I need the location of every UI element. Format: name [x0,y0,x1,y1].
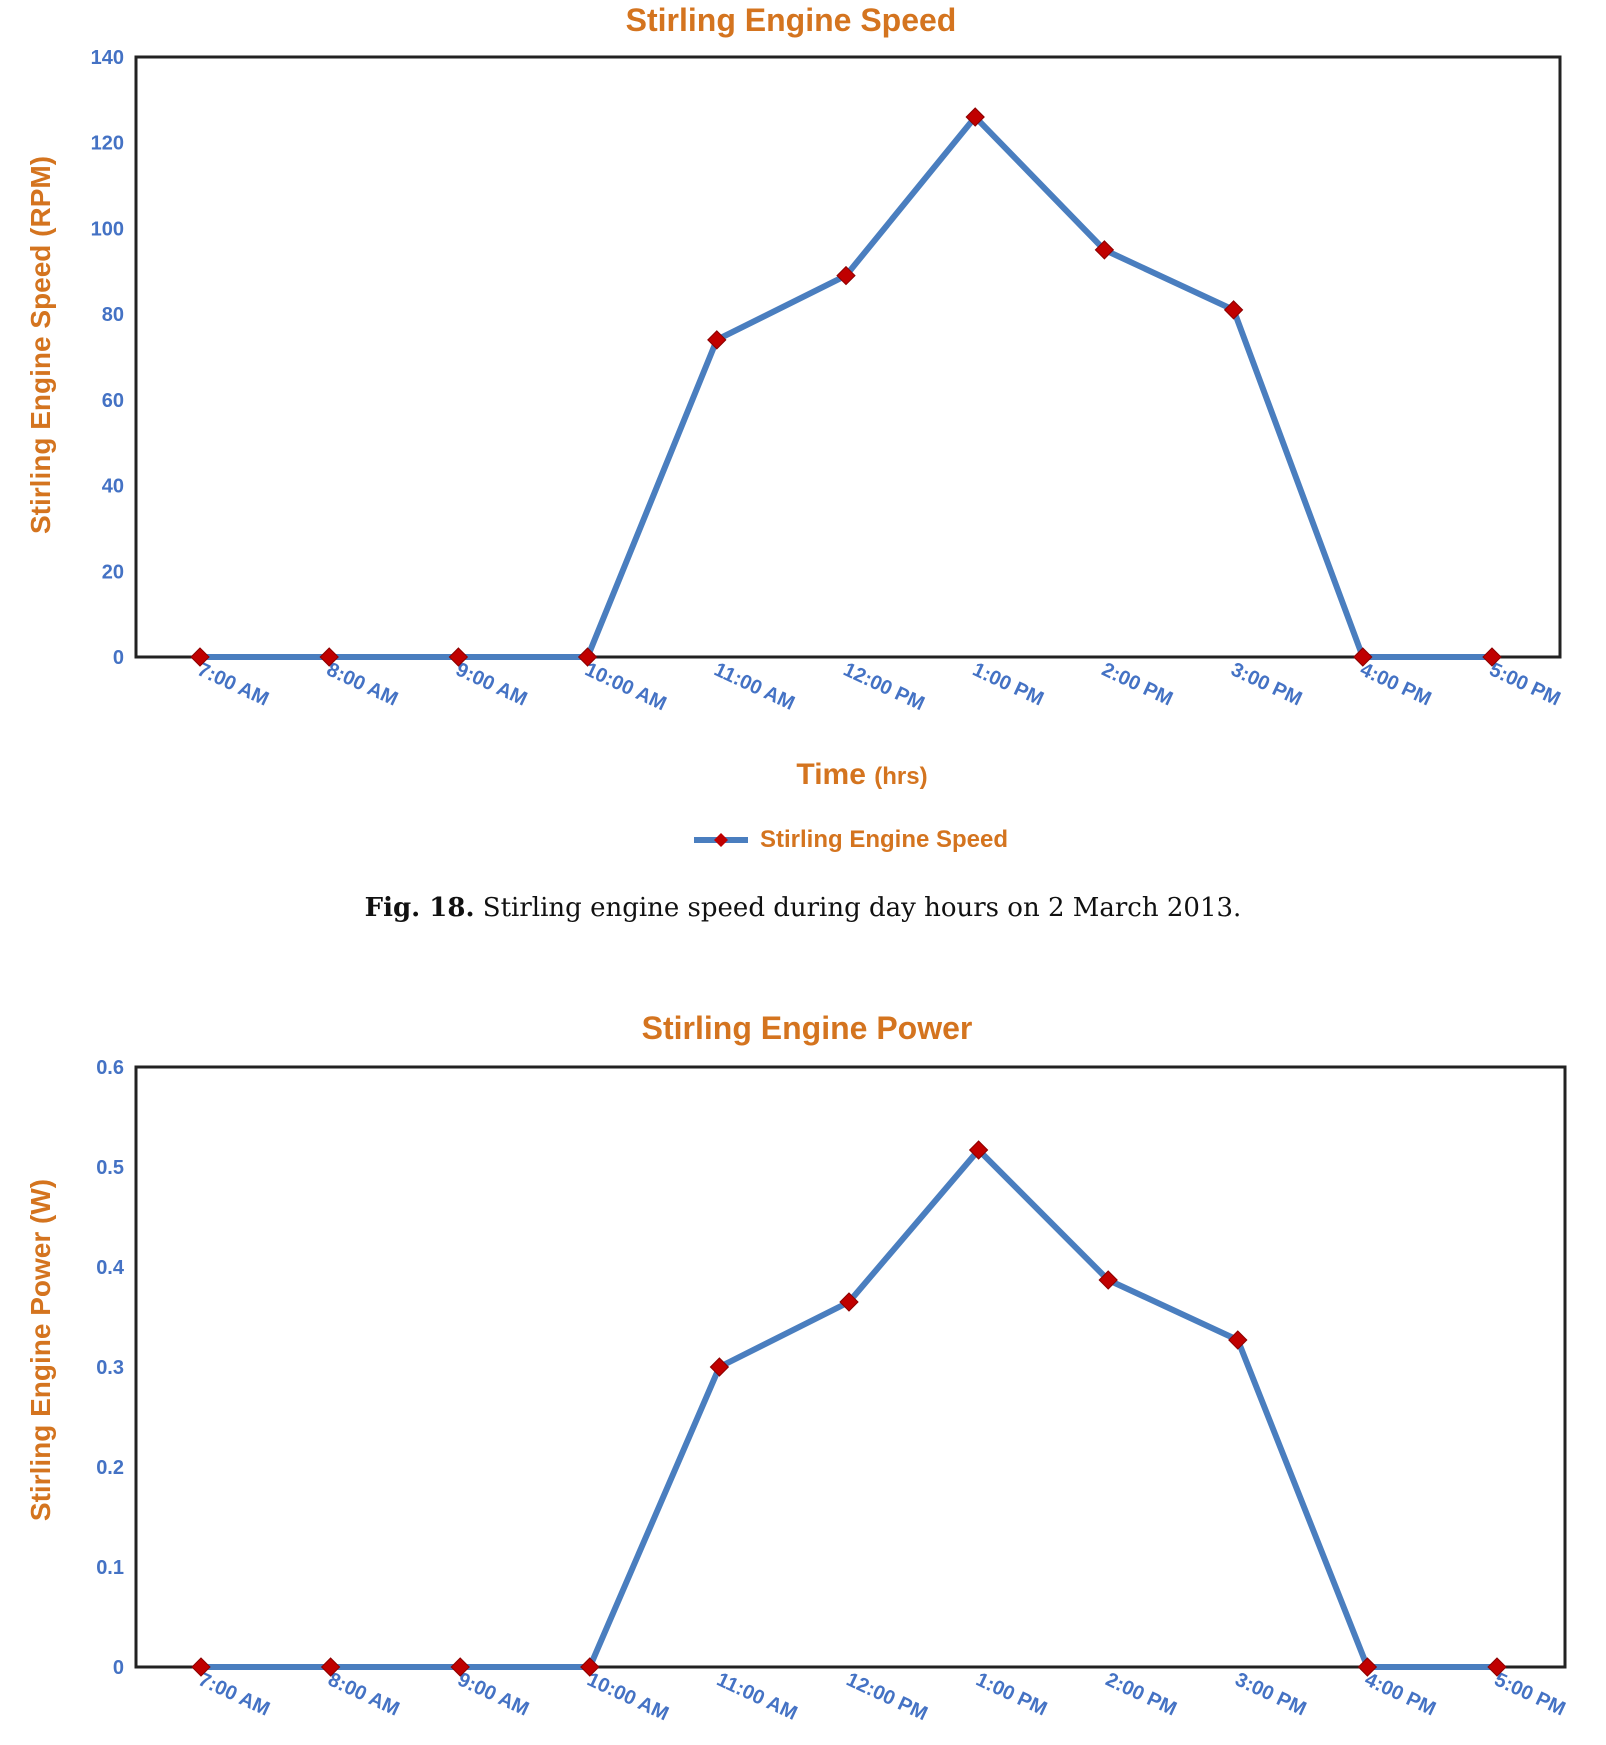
data-point-marker [965,107,985,127]
caption-label: Fig. 18. [364,893,475,923]
chart2-plot: 0 0.1 0.2 0.3 0.4 0.5 0.6 7:00 AM 8:00 AM 9:00 AM… [25,1057,1569,1726]
y-tick-label: 0 [113,647,124,669]
x-axis-label: Time (hrs) [796,758,927,791]
x-tick-label: 8:00 AM [324,1669,402,1721]
data-point-marker [190,647,210,667]
series-line [201,1147,1497,1670]
x-tick-label: 1:00 PM [972,1669,1050,1721]
data-point-marker [191,1657,211,1677]
data-point-marker [1357,1657,1378,1677]
y-axis-label: Stirling Engine Speed (RPM) [25,156,56,534]
x-tick-label: 9:00 AM [454,1669,532,1721]
data-point-marker [1228,1330,1248,1350]
x-tick-label: 12:00 PM [843,1669,931,1726]
y-tick-label: 100 [91,218,124,240]
chart1-title: Stirling Engine Speed [625,2,957,38]
y-tick-label: 60 [102,390,124,412]
x-tick-label: 2:00 PM [1102,1669,1180,1721]
x-tick-label: 10:00 AM [584,1669,672,1726]
data-point-marker [709,1357,730,1377]
data-point-marker [1353,647,1373,667]
legend-label: Stirling Engine Speed [760,826,1009,853]
y-tick-label: 0.3 [96,1357,124,1379]
y-axis-label: Stirling Engine Power (W) [25,1179,56,1521]
y-tick-label: 120 [91,133,124,155]
data-point-marker [839,1292,859,1312]
data-point-marker [1482,647,1502,667]
plot-frame [134,55,1562,659]
data-point-marker [1098,1270,1118,1290]
data-point-marker [580,1657,600,1677]
x-tick-label: 3:00 PM [1232,1669,1310,1721]
y-tick-label: 40 [102,476,124,498]
x-tick-label: 7:00 AM [194,659,272,711]
data-point-marker [319,647,339,667]
x-tick-label: 12:00 PM [840,659,928,716]
data-point-marker [968,1140,989,1160]
series-line [200,114,1492,660]
y-tick-label: 0.1 [96,1557,124,1579]
y-tick-label: 0 [113,1657,124,1679]
data-point-marker [320,1657,341,1677]
x-tick-label: 7:00 AM [195,1669,273,1721]
data-point-marker [836,265,856,286]
figure-caption: Fig. 18. Stirling engine speed during da… [0,893,1606,923]
data-point-marker [1094,240,1115,260]
x-tick-label: 11:00 AM [711,659,798,715]
plot-frame [134,1065,1567,1669]
data-point-marker [1223,300,1244,320]
y-tick-label: 140 [91,47,124,69]
y-tick-label: 0.5 [96,1157,124,1179]
legend-line-marker-icon [694,833,748,847]
data-point-marker [1487,1657,1507,1677]
x-tick-label: 5:00 PM [1491,1669,1569,1721]
chart1-legend: Stirling Engine Speed [694,826,1008,854]
y-tick-label: 20 [102,561,124,583]
y-tick-label: 0.4 [96,1257,125,1279]
x-tick-label: 5:00 PM [1486,659,1564,711]
chart2-title: Stirling Engine Power [641,1010,973,1046]
x-tick-label: 3:00 PM [1227,659,1305,711]
y-tick-label: 80 [102,304,124,326]
x-tick-label: 4:00 PM [1361,1669,1439,1721]
x-tick-label: 8:00 AM [323,659,401,711]
data-point-marker [577,647,598,667]
data-point-marker [707,330,727,350]
data-point-marker [448,647,469,667]
x-tick-label: 2:00 PM [1098,659,1176,711]
x-tick-label: 10:00 AM [581,659,669,716]
data-point-marker [450,1657,470,1677]
x-tick-label: 11:00 AM [713,1669,800,1725]
x-tick-label: 1:00 PM [969,659,1047,711]
chart1-plot: 0 20 40 60 80 100 120 140 7:00 AM 8:00 AM 9:00 AM 1… [25,47,1564,791]
x-tick-label: 4:00 PM [1357,659,1435,711]
x-tick-label: 9:00 AM [452,659,530,711]
y-tick-label: 0.6 [96,1057,124,1079]
y-tick-label: 0.2 [96,1457,124,1479]
caption-text: Stirling engine speed during day hours o… [482,893,1242,923]
